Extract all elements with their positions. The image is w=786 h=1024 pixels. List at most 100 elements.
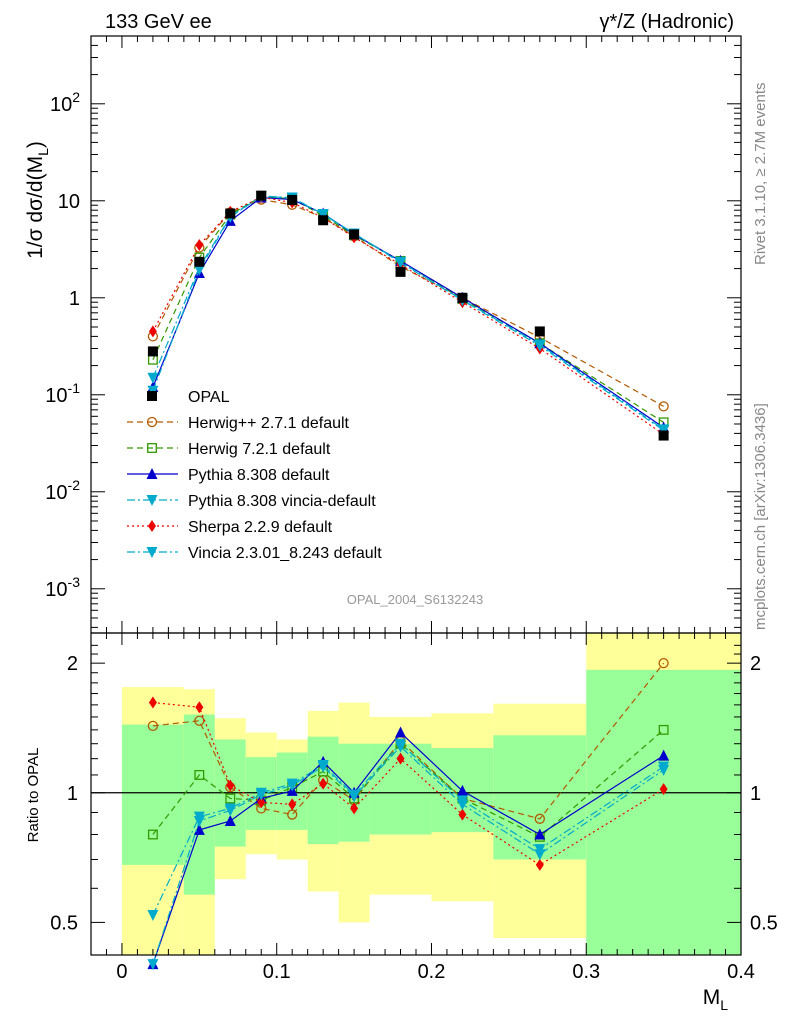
ratio-data-point: [395, 726, 407, 738]
ratio-data-point: [195, 701, 204, 714]
legend-label: Sherpa 2.2.9 default: [188, 519, 333, 536]
ratio-data-point: [147, 959, 159, 971]
ratio-data-point: [148, 696, 157, 709]
main-data-point: [658, 401, 669, 412]
legend-marker: [147, 443, 157, 453]
main-y-axis-label: 1/σ dσ/d(ML): [24, 141, 51, 259]
ratio-data-point: [456, 799, 468, 811]
ratio-data-point: [350, 802, 359, 815]
legend-item-herwig-7-2-1-default: Herwig 7.2.1 default: [127, 441, 331, 458]
ratio-panel-series: [147, 658, 670, 971]
main-series-opal: [147, 190, 669, 441]
ratio-data-point: [659, 783, 668, 796]
mcplots-label: mcplots.cern.ch [arXiv:1306.3436]: [752, 403, 769, 630]
ratio-y-tick-label-right: 2: [750, 653, 761, 675]
ratio-data-point: [193, 823, 205, 835]
legend-label: Pythia 8.308 default: [188, 467, 330, 484]
main-series-line: [152, 196, 664, 428]
ratio-uncertainty-bands: [121, 633, 741, 955]
main-data-point: [317, 209, 329, 221]
ratio-data-point: [286, 780, 298, 792]
legend-label: Herwig++ 2.7.1 default: [188, 415, 350, 432]
main-data-point: [395, 266, 406, 277]
legend-label: Vincia 2.3.01_8.243 default: [188, 545, 382, 562]
ratio-data-point: [225, 793, 236, 804]
legend-marker: [146, 416, 158, 428]
main-y-tick-label: 10-3: [45, 574, 80, 601]
main-data-point: [457, 292, 468, 303]
main-data-point: [287, 194, 298, 205]
ratio-series-sherpa-2-2-9-default: [148, 696, 668, 871]
ratio-data-point: [255, 789, 267, 801]
main-series-line: [152, 195, 664, 430]
main-y-tick-label: 10-1: [45, 380, 80, 407]
ratio-data-point: [194, 770, 205, 780]
ratio-data-point: [319, 777, 328, 790]
ratio-data-point: [658, 724, 669, 735]
ratio-data-point: [458, 808, 467, 821]
main-data-point: [318, 215, 329, 226]
main-data-point: [148, 325, 157, 338]
ratio-data-point: [226, 779, 235, 792]
main-data-point: [256, 190, 267, 201]
ratio-data-point: [658, 764, 670, 776]
x-tick-label: 0.4: [727, 961, 755, 983]
ratio-band-inner: [121, 724, 184, 865]
x-axis-label: ML: [703, 986, 729, 1013]
main-data-point: [147, 372, 159, 384]
x-tick-label: 0.1: [263, 961, 291, 983]
ratio-series-line: [152, 701, 664, 866]
ratio-y-tick-label-left: 1: [67, 783, 78, 805]
legend-marker: [148, 520, 156, 532]
analysis-label: OPAL_2004_S6132243: [347, 592, 483, 607]
ratio-data-point: [396, 752, 405, 765]
header-right-title: γ*/Z (Hadronic): [600, 11, 734, 33]
ratio-data-point: [534, 828, 546, 840]
ratio-y-tick-label-right: 0.5: [750, 912, 778, 934]
ratio-y-axis-label: Ratio to OPAL: [25, 748, 42, 843]
ratio-data-point: [288, 798, 297, 811]
ratio-data-point: [535, 858, 544, 871]
ratio-y-tick-label-left: 2: [67, 653, 78, 675]
main-data-point: [147, 346, 158, 357]
main-y-tick-label: 10-2: [45, 477, 80, 504]
ratio-series-vincia-2-3-01-8-243-default: [147, 741, 670, 971]
ratio-y-tick-label-right: 1: [750, 783, 761, 805]
legend-item-sherpa-2-2-9-default: Sherpa 2.2.9 default: [127, 519, 333, 536]
ratio-data-point: [147, 910, 159, 922]
legend-item-vincia-2-3-01-8-243-default: Vincia 2.3.01_8.243 default: [127, 545, 382, 562]
main-panel-frame: [90, 35, 742, 634]
ratio-band-inner: [183, 714, 215, 895]
ratio-data-point: [194, 715, 205, 726]
main-data-point: [349, 229, 360, 240]
ratio-data-point: [456, 784, 468, 796]
legend-marker: [146, 495, 158, 506]
main-data-point: [534, 340, 546, 352]
main-data-point: [658, 430, 669, 441]
ratio-data-point: [348, 791, 360, 803]
ratio-data-point: [224, 814, 236, 826]
legend: OPAL Herwig++ 2.7.1 default Herwig 7.2.1 d…: [127, 389, 382, 562]
legend-item-pythia-8-308-vincia-default: Pythia 8.308 vincia-default: [127, 493, 376, 510]
main-y-tick-label: 1: [69, 288, 80, 310]
main-panel-series: [147, 190, 670, 441]
ratio-data-point: [224, 805, 236, 817]
main-data-point: [225, 208, 236, 219]
ratio-data-point: [534, 813, 545, 824]
main-data-point: [193, 264, 205, 276]
main-y-tick-label: 10: [58, 191, 80, 213]
ratio-data-point: [658, 749, 670, 761]
main-series-line: [152, 195, 664, 431]
x-tick-label: 0.3: [572, 961, 600, 983]
legend-marker: [146, 547, 158, 558]
ratio-data-point: [534, 849, 546, 861]
main-series-line: [152, 196, 664, 435]
main-y-tick-label: 102: [50, 89, 80, 116]
legend-marker: [146, 468, 158, 479]
ratio-data-point: [193, 815, 205, 827]
ratio-series-line: [152, 745, 664, 965]
legend-item-pythia-8-308-default: Pythia 8.308 default: [127, 467, 330, 484]
ratio-data-point: [317, 761, 329, 773]
main-data-point: [395, 257, 407, 269]
legend-label: Herwig 7.2.1 default: [188, 441, 331, 458]
